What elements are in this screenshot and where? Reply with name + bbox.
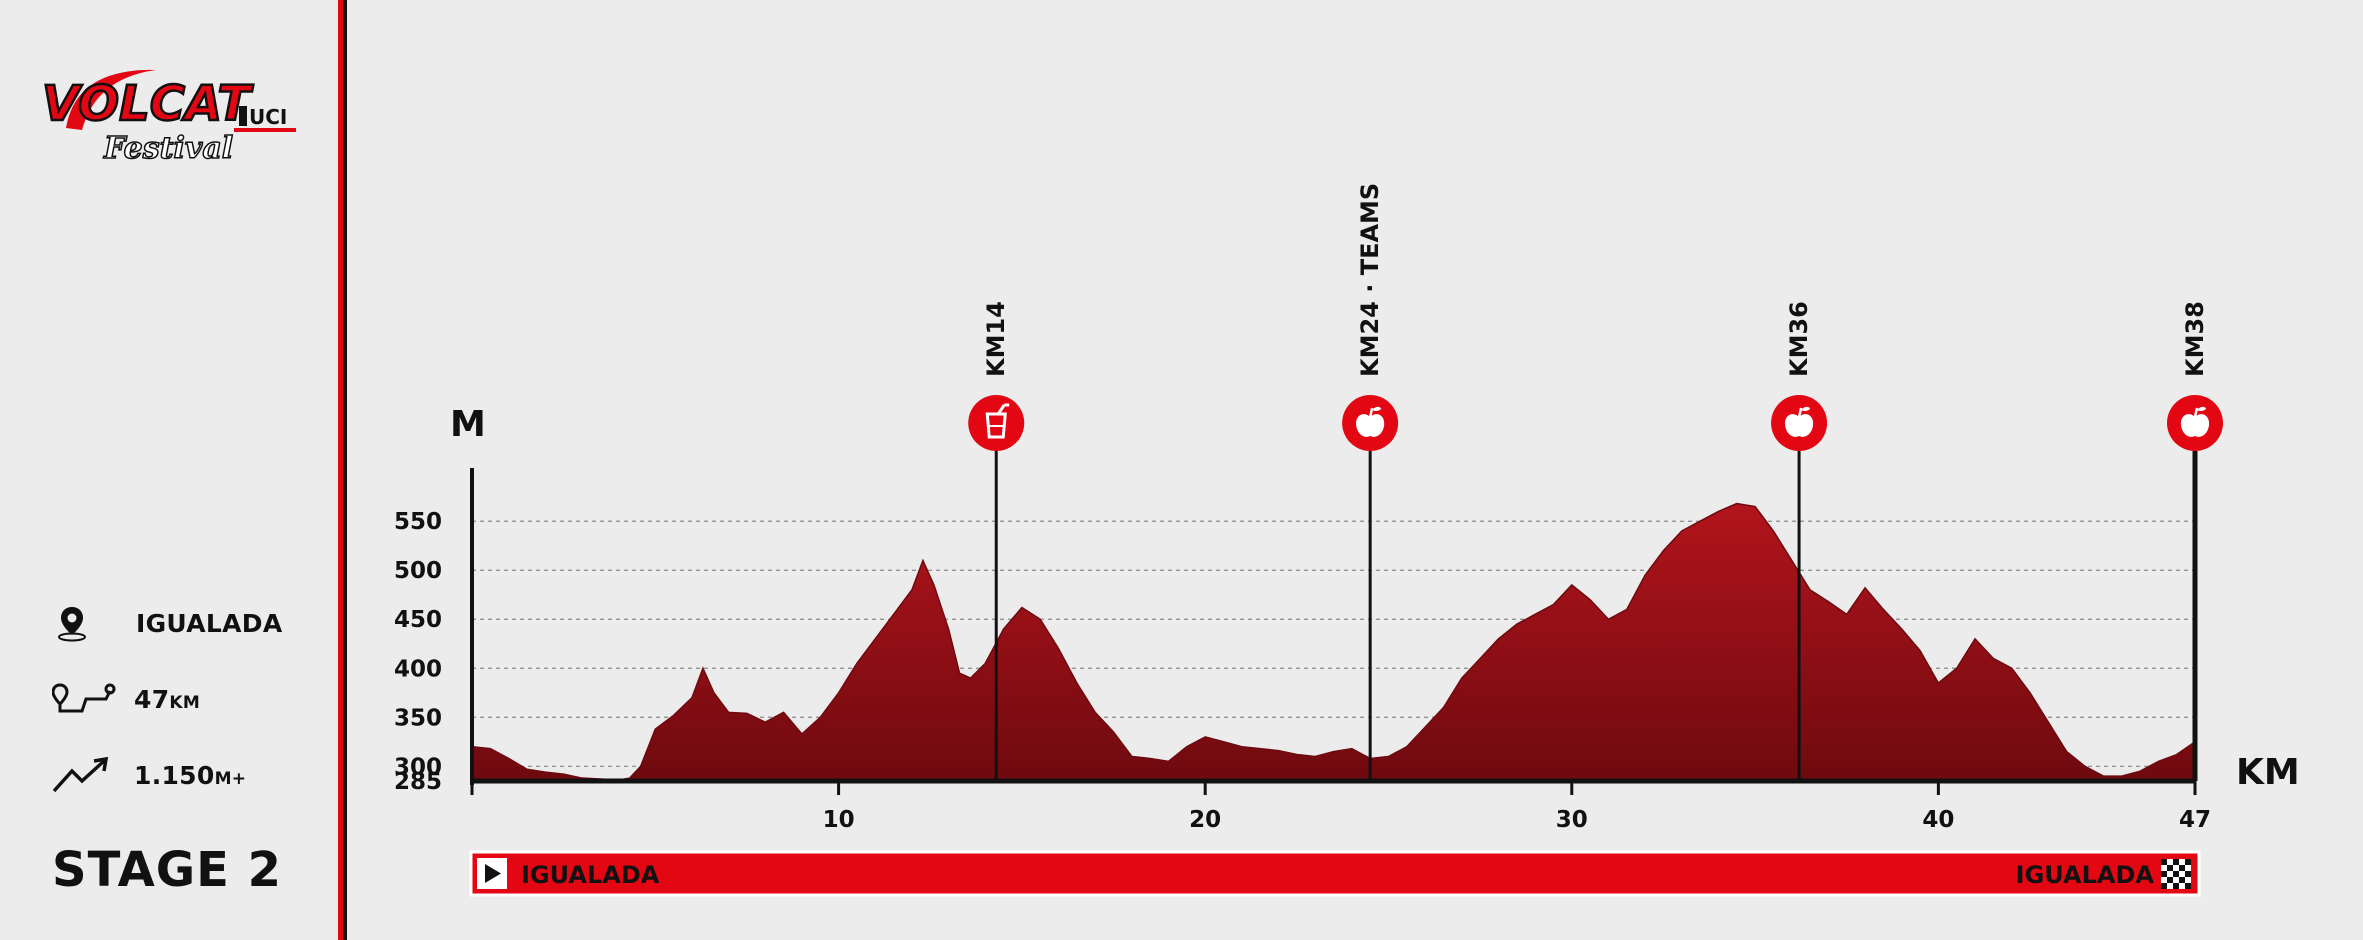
elevation-unit: M+	[214, 768, 247, 789]
aid-station-food: KM36	[1771, 301, 1828, 781]
profile-layer	[471, 502, 2196, 782]
stat-distance: 47KM	[52, 679, 200, 719]
flag-square	[2179, 877, 2185, 883]
apple-icon	[2180, 406, 2210, 437]
banner-start-text: IGUALADA	[521, 861, 660, 889]
flag-square	[2173, 871, 2179, 877]
route-banner: IGUALADA IGUALADA	[469, 850, 2201, 897]
y-tick-label: 350	[394, 705, 442, 731]
aid-station-label: KM24 · TEAMS	[1356, 183, 1384, 377]
aid-station-markers: KM14 KM24 · TEAMS KM36 KM38	[968, 183, 2223, 781]
banner-finish-text: IGUALADA	[2016, 861, 2155, 889]
flag-square	[2167, 877, 2173, 883]
checkered-flag-icon	[2161, 859, 2191, 889]
divider-dark	[343, 0, 347, 940]
flag-square	[2161, 871, 2167, 877]
apple-icon	[1356, 406, 1385, 437]
x-tick-label: 40	[1922, 807, 1954, 833]
divider-red	[338, 0, 343, 940]
logo-underline	[234, 128, 296, 132]
distance-unit: KM	[169, 692, 201, 713]
map-pin-icon	[52, 603, 122, 643]
y-axis-label: M	[450, 404, 486, 445]
aid-station-food: KM24 · TEAMS	[1342, 183, 1399, 781]
x-tick-label: 20	[1189, 807, 1221, 833]
x-tick-label: 47	[2179, 807, 2211, 833]
aid-station-label: KM14	[982, 301, 1010, 377]
aid-station-label: KM36	[1785, 301, 1813, 377]
play-icon	[485, 864, 501, 883]
drink-cup-icon	[985, 403, 1010, 439]
aid-station-drink: KM14	[968, 301, 1025, 781]
distance-value: 47	[134, 684, 170, 714]
flag-square	[2161, 883, 2167, 889]
flag-square	[2161, 859, 2167, 865]
flag-square	[2185, 883, 2191, 889]
stat-elevation: 1.150M+	[52, 755, 246, 795]
y-tick-label: 285	[394, 769, 442, 795]
location-text: IGUALADA	[136, 608, 283, 638]
apple-icon	[1784, 406, 1814, 437]
x-axis-label: KM	[2236, 752, 2300, 793]
elevation-value: 1.150	[134, 760, 215, 790]
y-tick-label: 300	[394, 754, 442, 780]
flag-square	[2173, 883, 2179, 889]
logo-sub-text: Festival	[103, 131, 233, 166]
distance-text: 47KM	[134, 685, 200, 714]
flag-square	[2179, 865, 2185, 871]
ascent-icon	[52, 755, 122, 795]
y-tick-label: 400	[394, 656, 442, 682]
logo-badge-text: UCI	[249, 105, 287, 129]
aid-station-label: KM38	[2181, 301, 2209, 377]
logo-main-text: VOLCAT	[42, 76, 253, 132]
flag-square	[2167, 865, 2173, 871]
volcat-festival-logo: VOLCAT UCI Festival	[41, 69, 296, 167]
stat-location: IGUALADA	[52, 603, 282, 643]
flag-square	[2173, 859, 2179, 865]
y-tick-label: 500	[394, 558, 442, 584]
x-tick-label: 30	[1556, 807, 1588, 833]
aid-station-food: KM38	[2167, 301, 2223, 781]
route-icon	[52, 679, 122, 719]
logo-swoosh	[66, 69, 156, 130]
elevation-text: 1.150M+	[134, 761, 246, 790]
flag-square	[2185, 871, 2191, 877]
x-tick-label: 10	[823, 807, 855, 833]
y-tick-label: 450	[394, 607, 442, 633]
aid-station-badge	[968, 395, 1025, 451]
banner-bar	[469, 850, 2201, 897]
elevation-profile-area	[471, 502, 2196, 782]
stage-title: STAGE 2	[52, 842, 283, 898]
logo-badge-bar	[239, 106, 247, 126]
y-tick-label: 550	[394, 509, 442, 535]
flag-square	[2185, 859, 2191, 865]
sidebar: VOLCAT UCI Festival IGUALADA 47KM	[0, 0, 338, 940]
